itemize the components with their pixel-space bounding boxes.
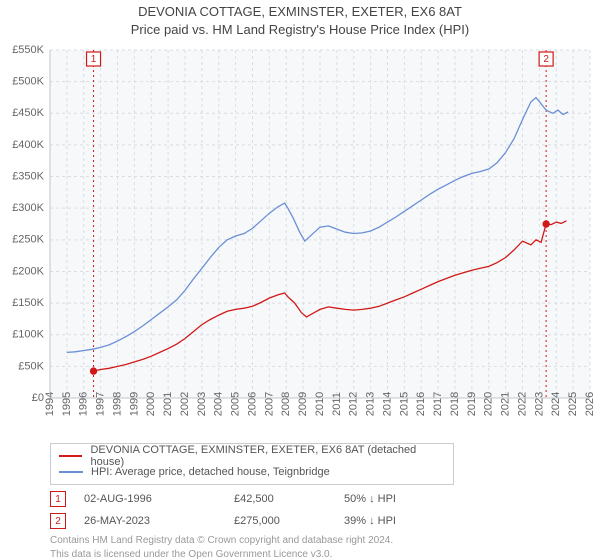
- x-tick-label: 1996: [78, 392, 90, 416]
- y-tick-label: £500K: [12, 76, 44, 88]
- y-tick-label: £350K: [12, 170, 44, 182]
- legend-box: DEVONIA COTTAGE, EXMINSTER, EXETER, EX6 …: [50, 443, 454, 485]
- y-tick-label: £250K: [12, 234, 44, 246]
- legend-label: HPI: Average price, detached house, Teig…: [91, 466, 330, 478]
- chart-title-line1: DEVONIA COTTAGE, EXMINSTER, EXETER, EX6 …: [0, 4, 600, 19]
- price-chart: £0 £50K £100K £150K £200K £250K £300K £350K £400…: [0, 40, 600, 440]
- sales-date: 02-AUG-1996: [84, 493, 234, 505]
- attribution-line2: This data is licensed under the Open Gov…: [50, 548, 393, 560]
- x-tick-label: 2018: [449, 392, 461, 416]
- sale-dot: [543, 221, 549, 227]
- x-tick-label: 2023: [533, 392, 545, 416]
- x-tick-label: 2025: [567, 392, 579, 416]
- legend-swatch: [59, 471, 83, 473]
- sale-dot: [90, 368, 96, 374]
- legend-row: DEVONIA COTTAGE, EXMINSTER, EXETER, EX6 …: [59, 448, 445, 464]
- x-tick-label: 2014: [381, 392, 393, 416]
- sale-marker-label: 2: [543, 54, 549, 65]
- x-tick-label: 2000: [145, 392, 157, 416]
- y-tick-label: £300K: [12, 202, 44, 214]
- x-tick-label: 2020: [483, 392, 495, 416]
- y-tick-label: £550K: [12, 44, 44, 56]
- sales-row: 1 02-AUG-1996£42,50050% ↓ HPI: [50, 488, 454, 510]
- sales-row: 2 26-MAY-2023£275,00039% ↓ HPI: [50, 510, 454, 532]
- y-tick-label: £400K: [12, 139, 44, 151]
- x-tick-label: 2016: [415, 392, 427, 416]
- x-tick-label: 2009: [297, 392, 309, 416]
- chart-title-line2: Price paid vs. HM Land Registry's House …: [0, 22, 600, 37]
- x-tick-label: 2007: [263, 392, 275, 416]
- sales-price: £275,000: [234, 515, 344, 527]
- x-tick-label: 1999: [128, 392, 140, 416]
- x-tick-label: 2008: [280, 392, 292, 416]
- x-tick-label: 2004: [213, 392, 225, 416]
- x-tick-label: 1997: [95, 392, 107, 416]
- sales-delta: 50% ↓ HPI: [344, 493, 454, 505]
- x-tick-label: 2011: [331, 392, 343, 416]
- x-tick-label: 2001: [162, 392, 174, 416]
- x-tick-label: 2024: [550, 392, 562, 416]
- attribution-line1: Contains HM Land Registry data © Crown c…: [50, 534, 393, 548]
- x-tick-label: 2012: [348, 392, 360, 416]
- x-tick-label: 2026: [584, 392, 596, 416]
- y-tick-label: £0: [32, 392, 44, 404]
- y-tick-label: £50K: [18, 360, 44, 372]
- sales-delta: 39% ↓ HPI: [344, 515, 454, 527]
- x-tick-label: 2017: [432, 392, 444, 416]
- sales-table: 1 02-AUG-1996£42,50050% ↓ HPI 2 26-MAY-2023…: [50, 488, 454, 532]
- x-tick-label: 2021: [500, 392, 512, 416]
- x-tick-label: 2006: [246, 392, 258, 416]
- sales-date: 26-MAY-2023: [84, 515, 234, 527]
- x-tick-label: 2015: [398, 392, 410, 416]
- y-tick-label: £450K: [12, 107, 44, 119]
- x-tick-label: 2005: [230, 392, 242, 416]
- y-tick-label: £100K: [12, 329, 44, 341]
- sale-marker-label: 1: [91, 54, 97, 65]
- sales-marker: 1: [50, 491, 66, 507]
- legend-swatch: [59, 455, 82, 457]
- attribution-text: Contains HM Land Registry data © Crown c…: [50, 534, 393, 560]
- y-tick-label: £150K: [12, 297, 44, 309]
- sales-marker: 2: [50, 513, 66, 529]
- x-tick-label: 2013: [365, 392, 377, 416]
- x-tick-label: 1995: [61, 392, 73, 416]
- sales-price: £42,500: [234, 493, 344, 505]
- y-tick-label: £200K: [12, 265, 44, 277]
- x-tick-label: 2022: [516, 392, 528, 416]
- x-tick-label: 2003: [196, 392, 208, 416]
- legend-label: DEVONIA COTTAGE, EXMINSTER, EXETER, EX6 …: [90, 444, 445, 468]
- x-tick-label: 2019: [466, 392, 478, 416]
- x-tick-label: 1998: [111, 392, 123, 416]
- x-tick-label: 2010: [314, 392, 326, 416]
- x-tick-label: 2002: [179, 392, 191, 416]
